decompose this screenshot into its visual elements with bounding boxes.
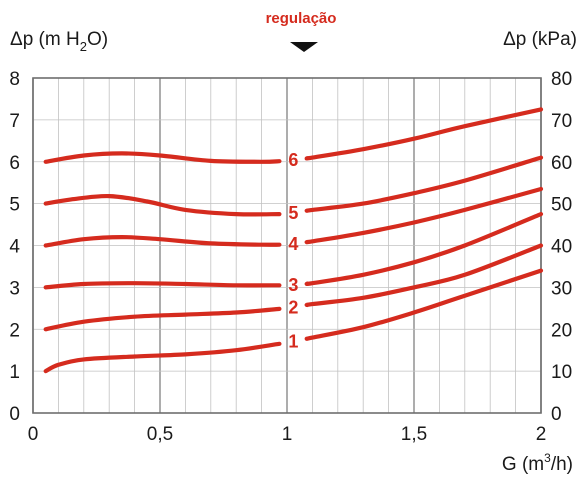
y-axis-left-title: Δp (m H2O)	[10, 29, 108, 54]
curve-label-4: 4	[288, 234, 298, 254]
x-tick-label: 0	[28, 424, 39, 445]
x-tick-label: 1	[282, 424, 293, 445]
y-tick-label-left: 1	[9, 362, 20, 383]
curve-5-right	[304, 155, 544, 213]
regulation-arrow-icon	[290, 42, 318, 52]
y-tick-label-left: 7	[9, 111, 20, 132]
y-tick-label-right: 20	[551, 320, 572, 341]
y-tick-label-right: 70	[551, 111, 572, 132]
y-tick-label-left: 3	[9, 278, 20, 299]
y-tick-label-left: 5	[9, 195, 20, 216]
curve-label-5: 5	[288, 203, 298, 223]
curve-3-right	[304, 212, 544, 287]
y-tick-label-right: 80	[551, 69, 572, 90]
y-tick-label-left: 2	[9, 320, 20, 341]
y-tick-label-right: 50	[551, 195, 572, 216]
x-tick-label: 0,5	[147, 424, 173, 445]
y-tick-label-right: 40	[551, 237, 572, 258]
curve-label-6: 6	[288, 150, 298, 170]
curve-1-right	[304, 268, 544, 341]
curve-4-left	[43, 235, 282, 248]
x-tick-label: 2	[536, 424, 547, 445]
curve-2-left	[43, 306, 282, 332]
curve-4-right	[304, 186, 544, 245]
curve-6-left	[43, 151, 282, 164]
y-axis-right-title: Δp (kPa)	[503, 29, 577, 50]
curve-2-right	[304, 243, 544, 308]
y-tick-label-right: 30	[551, 278, 572, 299]
y-tick-label-left: 8	[9, 69, 20, 90]
curve-label-1: 1	[288, 331, 298, 351]
y-tick-label-right: 60	[551, 153, 572, 174]
regulation-annotation: regulação	[266, 10, 337, 27]
x-tick-label: 1,5	[401, 424, 427, 445]
curve-label-3: 3	[288, 275, 298, 295]
curve-6-right	[304, 107, 544, 161]
y-tick-label-right: 10	[551, 362, 572, 383]
y-tick-label-right: 0	[551, 404, 562, 425]
y-tick-label-left: 0	[9, 404, 20, 425]
x-axis-title: G (m3/h)	[502, 451, 573, 475]
y-tick-label-left: 4	[9, 237, 20, 258]
curve-label-2: 2	[288, 297, 298, 317]
curve-3-left	[43, 281, 282, 290]
y-tick-label-left: 6	[9, 153, 20, 174]
curve-5-left	[43, 193, 282, 217]
curve-1-left	[43, 341, 282, 374]
